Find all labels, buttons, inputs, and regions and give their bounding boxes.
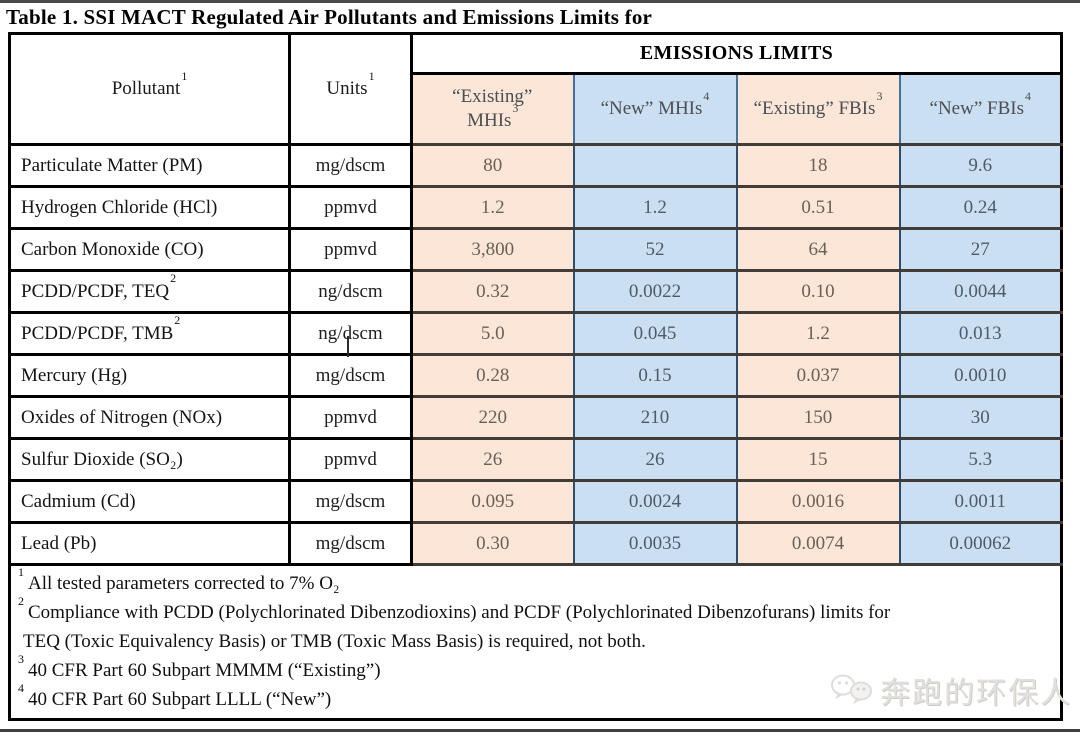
existing-mhi-value: 5.0 (410, 311, 575, 356)
col-header-existing-fbi: “Existing” FBIs3 (735, 72, 901, 146)
footnote-1: 1All tested parameters corrected to 7% O… (18, 564, 340, 594)
table-row: Sulfur Dioxide (SO₂) ppmvd 26 26 15 5.3 (8, 437, 1063, 482)
pollutant-cell: Lead (Pb) (8, 521, 291, 566)
pollutant-cell: Carbon Monoxide (CO) (8, 227, 291, 272)
existing-mhi-value: 1.2 (410, 185, 575, 230)
existing-fbi-value: 64 (735, 227, 901, 272)
existing-fbi-value: 0.0074 (735, 521, 901, 566)
units-cell: mg/dscm (288, 353, 413, 398)
footnotes-row: 1All tested parameters corrected to 7% O… (7, 563, 1064, 721)
table-title: Table 1. SSI MACT Regulated Air Pollutan… (6, 5, 653, 29)
pollutant-cell: Cadmium (Cd) (8, 479, 291, 524)
new-fbi-value: 0.24 (898, 185, 1063, 230)
existing-mhi-value: 220 (410, 395, 575, 440)
existing-fbi-value: 0.10 (735, 269, 901, 314)
existing-mhi-value: 80 (410, 143, 575, 188)
pollutant-column-header: Pollutant1 (8, 32, 291, 146)
units-cell: mg/dscm (288, 143, 413, 188)
footnote-ref: 1 (181, 68, 188, 83)
new-fbi-value: 0.0010 (898, 353, 1063, 398)
existing-fbi-value: 18 (735, 143, 901, 188)
existing-mhi-value: 0.30 (410, 521, 575, 566)
units-cell: mg/dscm (288, 521, 413, 566)
units-cell: ppmvd (288, 185, 413, 230)
new-mhi-value (572, 143, 738, 188)
existing-mhi-value: 3,800 (410, 227, 575, 272)
units-cell: mg/dscm (288, 479, 413, 524)
page-divider-top (0, 0, 1080, 3)
table-row: Cadmium (Cd) mg/dscm 0.095 0.0024 0.0016… (8, 479, 1063, 524)
table-row: Particulate Matter (PM) mg/dscm 80 18 9.… (8, 143, 1063, 188)
existing-fbi-value: 15 (735, 437, 901, 482)
table-row: PCDD/PCDF, TMB2 ng/dscm 5.0 0.045 1.2 0.… (8, 311, 1063, 356)
new-mhi-value: 0.15 (572, 353, 738, 398)
existing-fbi-value: 0.0016 (735, 479, 901, 524)
new-mhi-value: 0.0022 (572, 269, 738, 314)
pollutant-cell: Mercury (Hg) (8, 353, 291, 398)
emissions-limits-header: EMISSIONS LIMITS (409, 32, 1064, 75)
units-cell: ng/dscm (288, 311, 413, 356)
existing-mhi-value: 0.28 (410, 353, 575, 398)
col-header-existing-mhi: “Existing” MHIs3 (410, 72, 575, 146)
new-fbi-value: 9.6 (898, 143, 1063, 188)
units-cell: ppmvd (288, 395, 413, 440)
pollutant-header-label: Pollutant (111, 78, 181, 99)
existing-fbi-value: 0.037 (735, 353, 901, 398)
col-header-new-fbi: “New” FBIs4 (898, 72, 1063, 146)
new-mhi-value: 52 (572, 227, 738, 272)
units-column-header: Units1 (288, 32, 413, 146)
page-divider-bottom (0, 729, 1080, 732)
table-row: Mercury (Hg) mg/dscm 0.28 0.15 0.037 0.0… (8, 353, 1063, 398)
footnotes-cell: 1All tested parameters corrected to 7% O… (7, 563, 1064, 721)
existing-fbi-value: 1.2 (735, 311, 901, 356)
new-fbi-value: 0.0011 (898, 479, 1063, 524)
pollutant-cell: Oxides of Nitrogen (NOx) (8, 395, 291, 440)
footnote-ref: 1 (368, 68, 375, 83)
units-cell: ppmvd (288, 227, 413, 272)
new-fbi-value: 5.3 (898, 437, 1063, 482)
footnote-3: 340 CFR Part 60 Subpart MMMM (“Existing”… (18, 651, 381, 681)
existing-mhi-value: 0.095 (410, 479, 575, 524)
pollutant-cell: Particulate Matter (PM) (8, 143, 291, 188)
pollutant-cell: PCDD/PCDF, TEQ2 (8, 269, 291, 314)
existing-mhi-value: 26 (410, 437, 575, 482)
new-fbi-value: 0.00062 (898, 521, 1063, 566)
units-cell: ppmvd (288, 437, 413, 482)
emissions-limits-table: Pollutant1 Units1 EMISSIONS LIMITS “Exis… (7, 32, 1064, 721)
pollutant-cell: PCDD/PCDF, TMB2 (8, 311, 291, 356)
units-header-label: Units (326, 78, 368, 99)
header-row-1: Pollutant1 Units1 EMISSIONS LIMITS (8, 32, 1064, 146)
new-mhi-value: 0.0035 (572, 521, 738, 566)
new-fbi-value: 0.013 (898, 311, 1063, 356)
new-mhi-value: 1.2 (572, 185, 738, 230)
new-fbi-value: 30 (898, 395, 1063, 440)
table-row: Oxides of Nitrogen (NOx) ppmvd 220 210 1… (8, 395, 1063, 440)
existing-mhi-value: 0.32 (410, 269, 575, 314)
new-mhi-value: 210 (572, 395, 738, 440)
new-mhi-value: 0.0024 (572, 479, 738, 524)
table-row: Carbon Monoxide (CO) ppmvd 3,800 52 64 2… (8, 227, 1063, 272)
footnote-4: 440 CFR Part 60 Subpart LLLL (“New”) (18, 680, 332, 710)
existing-fbi-value: 0.51 (735, 185, 901, 230)
header-row-2: “Existing” MHIs3 “New” MHIs4 “Existing” … (10, 72, 1063, 146)
units-cell: ng/dscm (288, 269, 413, 314)
new-fbi-value: 27 (898, 227, 1063, 272)
new-mhi-value: 26 (572, 437, 738, 482)
col-header-new-mhi: “New” MHIs4 (572, 72, 738, 146)
text-caret (347, 336, 349, 357)
footnote-2: 2Compliance with PCDD (Polychlorinated D… (18, 593, 891, 652)
new-fbi-value: 0.0044 (898, 269, 1063, 314)
new-mhi-value: 0.045 (572, 311, 738, 356)
table-row: Hydrogen Chloride (HCl) ppmvd 1.2 1.2 0.… (8, 185, 1063, 230)
table-row: PCDD/PCDF, TEQ2 ng/dscm 0.32 0.0022 0.10… (8, 269, 1063, 314)
existing-fbi-value: 150 (735, 395, 901, 440)
pollutant-cell: Hydrogen Chloride (HCl) (8, 185, 291, 230)
pollutant-cell: Sulfur Dioxide (SO₂) (8, 437, 291, 482)
table-row: Lead (Pb) mg/dscm 0.30 0.0035 0.0074 0.0… (8, 521, 1063, 566)
